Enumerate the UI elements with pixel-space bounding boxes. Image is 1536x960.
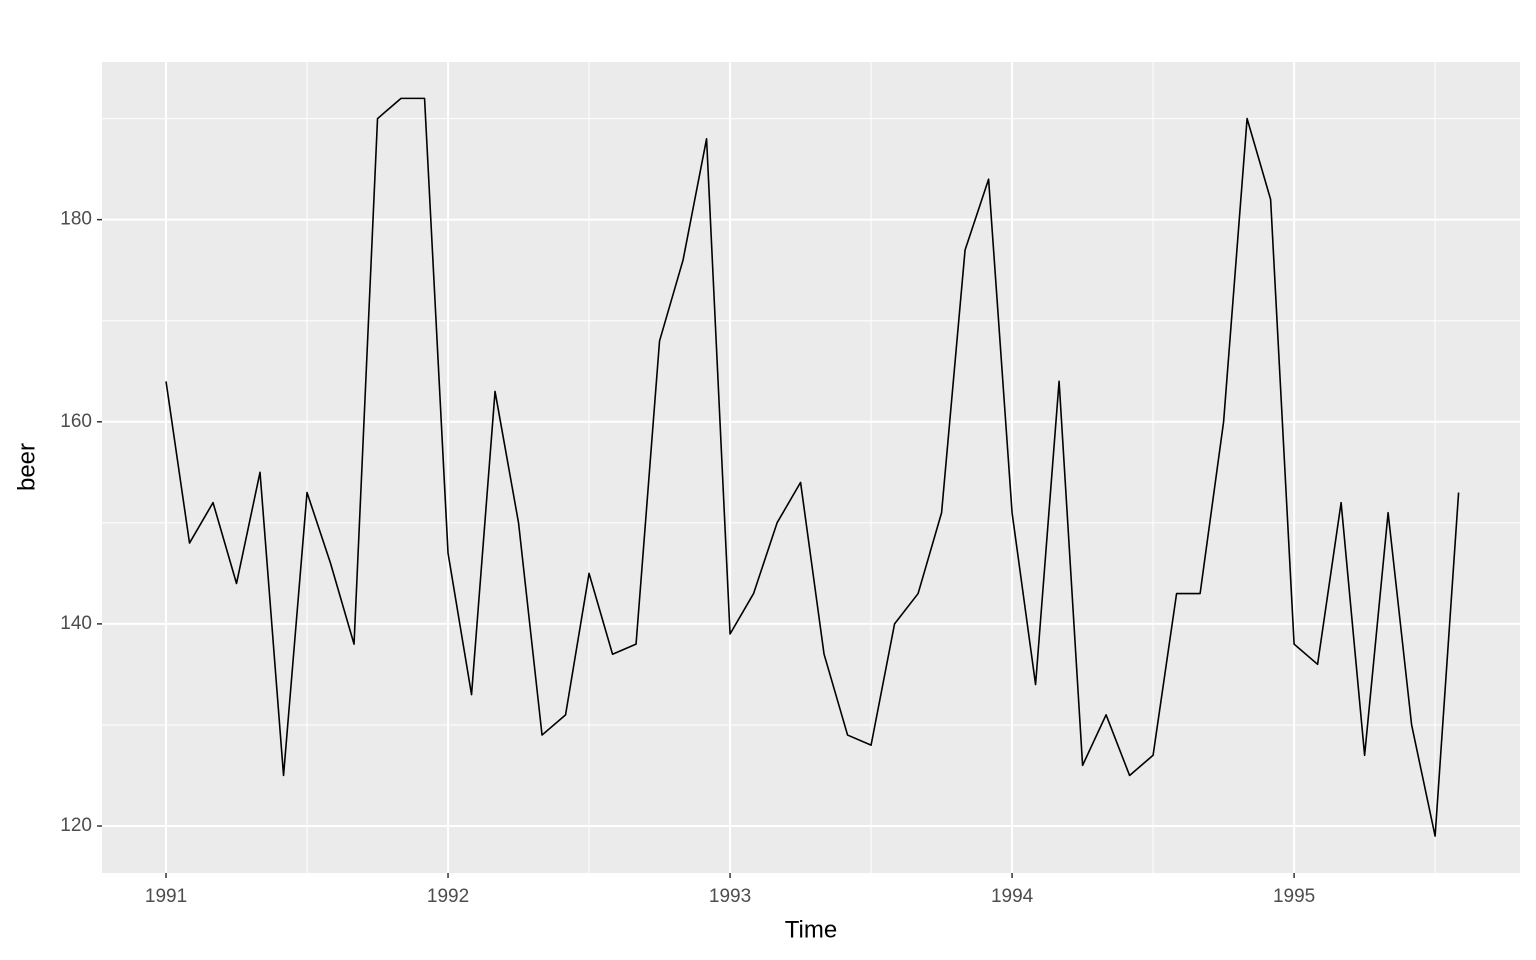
x-tick-label: 1995 — [1273, 886, 1315, 907]
x-tick-label: 1994 — [991, 886, 1034, 907]
plot-panel — [102, 62, 1520, 873]
x-axis-title: Time — [785, 916, 837, 943]
y-tick-label: 120 — [60, 815, 92, 836]
x-tick-label: 1992 — [427, 886, 469, 907]
y-tick-label: 180 — [60, 209, 92, 230]
x-tick-label: 1993 — [709, 886, 751, 907]
data-line — [165, 97, 1460, 837]
y-axis-title: beer — [13, 443, 40, 491]
x-tick-label: 1991 — [145, 886, 187, 907]
y-tick-label: 160 — [60, 411, 92, 432]
y-tick-label: 140 — [60, 613, 92, 634]
